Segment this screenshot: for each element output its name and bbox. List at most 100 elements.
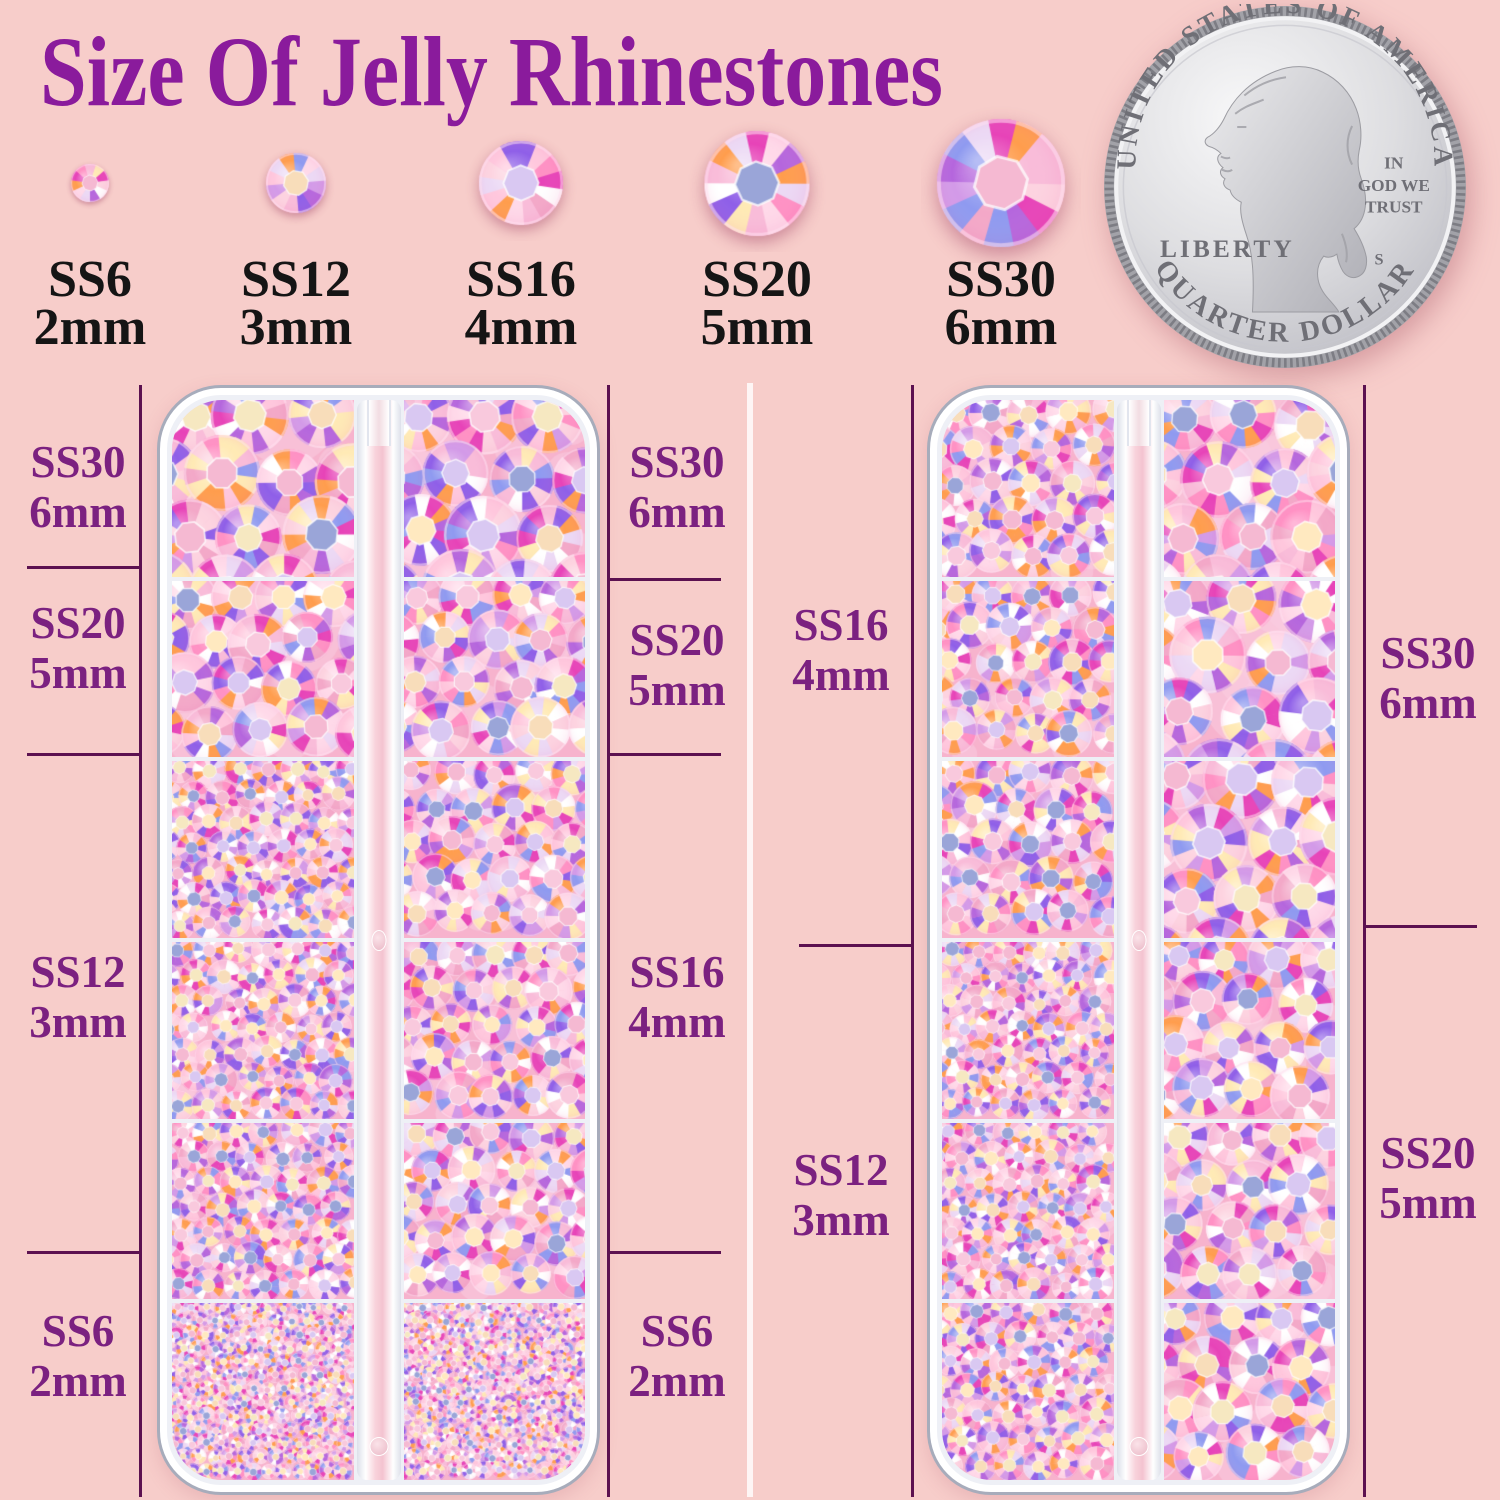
- compartment-ss12: [172, 942, 354, 1119]
- compartment-ss6: [172, 1303, 354, 1481]
- rhinestone-sample-ss30-icon: [921, 103, 1081, 263]
- label-rightbox-right-ss30: SS30 6mm: [1379, 628, 1477, 728]
- rhinestones-canvas: [1163, 761, 1335, 939]
- rhinestones-canvas: [942, 761, 1114, 939]
- box-right-spine: [1116, 400, 1161, 1480]
- compartment-ss30: [1163, 761, 1335, 939]
- annotation-line-right-box-right: [1363, 385, 1366, 1497]
- label-leftbox-left-ss12: SS12 3mm: [29, 947, 127, 1047]
- compartment-ss12: [942, 1303, 1114, 1481]
- label-leftbox-left-ss6: SS6 2mm: [29, 1306, 127, 1406]
- compartment-ss30: [1163, 580, 1335, 758]
- tick: [799, 944, 912, 947]
- rhinestone-sample-ss6-icon: [55, 148, 125, 218]
- rhinestones-canvas: [403, 761, 585, 939]
- compartment-ss16: [942, 580, 1114, 758]
- rhinestones-canvas: [1163, 580, 1335, 758]
- rhinestones-canvas: [403, 942, 585, 1119]
- annotation-line-left-box-right: [607, 385, 610, 1497]
- box-left-spine: [356, 400, 401, 1480]
- compartment-ss20: [172, 580, 354, 758]
- tick: [608, 753, 721, 756]
- compartment-ss16: [942, 400, 1114, 577]
- rhinestones-canvas: [403, 580, 585, 758]
- rhinestones-canvas: [942, 942, 1114, 1119]
- rhinestones-canvas: [403, 1303, 585, 1481]
- label-leftbox-right-ss30: SS30 6mm: [628, 437, 726, 537]
- size-label-ss12: SS12 3mm: [239, 251, 353, 356]
- rhinestone-box-left: [157, 385, 600, 1495]
- rhinestones-canvas: [942, 1122, 1114, 1300]
- rhinestone-box-right: [927, 385, 1350, 1495]
- compartment-ss16: [403, 942, 585, 1119]
- size-label-ss30: SS30 6mm: [944, 251, 1058, 356]
- rhinestones-canvas: [172, 942, 354, 1119]
- coin-mint-mark: S: [1374, 250, 1383, 268]
- box-left-column-right: [403, 400, 585, 1481]
- coin-motto: IN GOD WE TRUST: [1358, 154, 1430, 217]
- label-rightbox-left-ss12: SS12 3mm: [792, 1145, 890, 1245]
- compartment-ss6: [403, 1303, 585, 1481]
- compartment-ss12: [172, 761, 354, 939]
- rhinestones-canvas: [172, 1122, 354, 1300]
- rhinestones-canvas: [403, 400, 585, 577]
- rhinestones-canvas: [172, 400, 354, 577]
- rhinestones-canvas: [403, 1122, 585, 1300]
- compartment-ss20: [1163, 1122, 1335, 1300]
- compartment-ss12: [172, 1122, 354, 1300]
- compartment-ss16: [942, 761, 1114, 939]
- compartment-ss16: [403, 761, 585, 939]
- svg-text:GOD WE: GOD WE: [1358, 176, 1430, 195]
- label-leftbox-left-ss30: SS30 6mm: [29, 437, 127, 537]
- tick: [608, 578, 721, 581]
- rhinestones-canvas: [172, 761, 354, 939]
- label-leftbox-right-ss20: SS20 5mm: [628, 615, 726, 715]
- box-right-column-left: [942, 400, 1114, 1481]
- rhinestones-canvas: [1163, 400, 1335, 577]
- bust-hair-details: [1220, 76, 1354, 263]
- page-title: Size Of Jelly Rhinestones: [40, 16, 943, 127]
- compartment-ss20: [1163, 942, 1335, 1119]
- label-leftbox-right-ss16: SS16 4mm: [628, 947, 726, 1047]
- photo-seam-divider: [747, 383, 753, 1497]
- compartment-ss16: [403, 1122, 585, 1300]
- label-rightbox-left-ss16: SS16 4mm: [792, 600, 890, 700]
- rhinestones-canvas: [1163, 942, 1335, 1119]
- rhinestones-canvas: [1163, 1122, 1335, 1300]
- rhinestones-canvas: [1163, 1303, 1335, 1481]
- box-right-column-right: [1163, 400, 1335, 1481]
- annotation-line-right-box-left: [911, 385, 914, 1497]
- rhinestones-canvas: [942, 1303, 1114, 1481]
- compartment-ss30: [172, 400, 354, 577]
- compartment-ss30: [1163, 400, 1335, 577]
- annotation-line-left-box-left: [139, 385, 142, 1497]
- coin-liberty-text: LIBERTY: [1160, 235, 1295, 263]
- rhinestones-canvas: [172, 580, 354, 758]
- label-rightbox-right-ss20: SS20 5mm: [1379, 1128, 1477, 1228]
- rhinestones-canvas: [942, 580, 1114, 758]
- compartment-ss20: [1163, 1303, 1335, 1481]
- rhinestone-sample-ss16-icon: [463, 125, 579, 241]
- tick: [27, 566, 140, 569]
- compartment-ss30: [403, 400, 585, 577]
- quarter-coin: UNITED STATES OF AMERICA QUARTER DOLLAR …: [1104, 4, 1466, 368]
- compartment-ss12: [942, 942, 1114, 1119]
- tick: [27, 1251, 140, 1254]
- size-label-ss6: SS6 2mm: [33, 251, 147, 356]
- tick: [27, 753, 140, 756]
- svg-text:IN: IN: [1384, 154, 1404, 173]
- tick: [608, 1251, 721, 1254]
- size-label-ss16: SS16 4mm: [464, 251, 578, 356]
- size-label-ss20: SS20 5mm: [700, 251, 814, 356]
- coin-reeding: [1104, 6, 1466, 368]
- rhinestone-sample-ss20-icon: [688, 114, 826, 252]
- rhinestone-sample-ss12-icon: [250, 137, 342, 229]
- rhinestones-canvas: [172, 1303, 354, 1481]
- compartment-ss12: [942, 1122, 1114, 1300]
- compartment-ss20: [403, 580, 585, 758]
- tick: [1364, 925, 1477, 928]
- box-left-column-left: [172, 400, 354, 1481]
- rhinestones-canvas: [942, 400, 1114, 577]
- svg-text:TRUST: TRUST: [1365, 197, 1423, 216]
